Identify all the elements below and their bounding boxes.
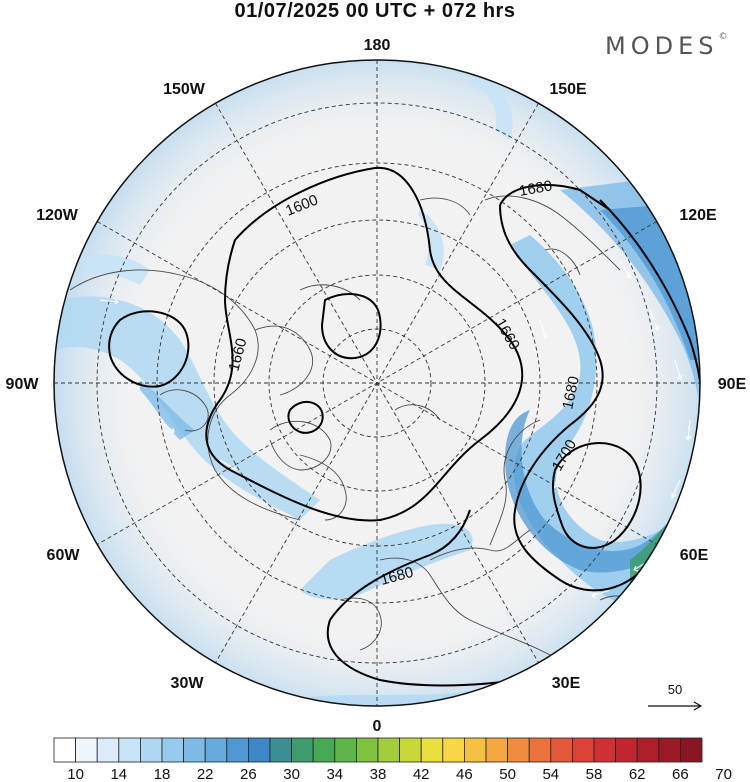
- colorbar-swatch: [572, 737, 595, 763]
- colorbar-tick-label: 70: [715, 766, 732, 782]
- colorbar-swatch: [355, 737, 379, 763]
- colorbar-tick-label: 26: [240, 766, 257, 782]
- colorbar-tick-label: 22: [197, 766, 214, 782]
- lon-label-120w: 120W: [36, 207, 79, 224]
- colorbar-swatch: [96, 737, 120, 763]
- colorbar-tick-label: 46: [456, 766, 473, 782]
- colorbar-tick-label: 50: [499, 766, 516, 782]
- lon-label-90e: 90E: [718, 376, 747, 393]
- graticule: [54, 60, 700, 706]
- colorbar-swatch: [183, 737, 206, 763]
- colorbar-swatch: [442, 737, 465, 763]
- copyright-mark: ©: [718, 32, 728, 42]
- lon-label-180: 180: [364, 37, 391, 54]
- height-contours: [108, 166, 700, 687]
- colorbar-swatch: [593, 737, 617, 763]
- contour-label: 1680: [559, 375, 583, 411]
- colorbar-tick-label: 38: [370, 766, 387, 782]
- lon-label-30w: 30W: [171, 675, 205, 692]
- colorbar: 10 14 18 22 26 30 34 38 42 46 50 54 58 62 66 70: [53, 737, 732, 782]
- colorbar-swatch: [680, 737, 703, 763]
- lon-label-0: 0: [373, 718, 382, 735]
- colorbar-swatch: [247, 737, 271, 763]
- colorbar-tick-label: 30: [283, 766, 300, 782]
- colorbar-swatch: [269, 737, 293, 763]
- colorbar-swatch: [463, 737, 487, 763]
- colorbar-swatch: [226, 737, 249, 763]
- lon-label-120e: 120E: [679, 207, 717, 224]
- colorbar-swatch: [312, 737, 336, 763]
- colorbar-swatch: [204, 737, 228, 763]
- colorbar-swatch: [334, 737, 357, 763]
- colorbar-swatch: [53, 737, 77, 763]
- colorbar-swatch: [75, 737, 98, 763]
- lon-label-150e: 150E: [549, 81, 587, 98]
- colorbar-swatch: [291, 737, 314, 763]
- colorbar-swatch: [658, 737, 681, 763]
- colorbar-tick-label: 18: [154, 766, 171, 782]
- colorbar-tick-label: 66: [672, 766, 689, 782]
- lon-label-150w: 150W: [163, 81, 206, 98]
- wind-reference-value: 50: [668, 682, 682, 697]
- colorbar-tick-label: 42: [413, 766, 430, 782]
- brand-logo: MODES©: [605, 32, 727, 60]
- colorbar-swatch: [550, 737, 573, 763]
- contour-label: 1680: [518, 177, 554, 200]
- colorbar-swatch: [636, 737, 660, 763]
- wind-reference: 50: [648, 682, 703, 711]
- brand-name: MODES: [605, 32, 719, 60]
- map-boundary: [53, 59, 701, 707]
- lon-label-30e: 30E: [552, 675, 581, 692]
- colorbar-swatch: [161, 737, 185, 763]
- colorbar-swatch: [615, 737, 638, 763]
- colorbar-swatch: [399, 737, 422, 763]
- colorbar-swatch: [420, 737, 444, 763]
- lon-label-60e: 60E: [680, 547, 709, 564]
- colorbar-tick-label: 54: [542, 766, 559, 782]
- lon-label-90w: 90W: [6, 376, 40, 393]
- wind-speed-field: 1600 1660 1660 1680 1680 1700 1680: [54, 60, 700, 706]
- lon-label-60w: 60W: [47, 547, 81, 564]
- colorbar-tick-label: 62: [629, 766, 646, 782]
- colorbar-tick-label: 14: [110, 766, 127, 782]
- longitude-labels: 180 150E 120E 90E 60E 30E 0 30W 60W 90W …: [6, 37, 747, 735]
- colorbar-swatch: [118, 737, 141, 763]
- colorbar-swatch: [507, 737, 530, 763]
- map-title: 01/07/2025 00 UTC + 072 hrs: [234, 0, 516, 22]
- colorbar-swatch: [528, 737, 552, 763]
- colorbar-swatch: [485, 737, 509, 763]
- colorbar-tick-label: 58: [586, 766, 603, 782]
- colorbar-tick-label: 34: [326, 766, 343, 782]
- coastlines: [69, 195, 651, 671]
- colorbar-swatch: [139, 737, 163, 763]
- colorbar-swatch: [377, 737, 401, 763]
- colorbar-tick-label: 10: [67, 766, 84, 782]
